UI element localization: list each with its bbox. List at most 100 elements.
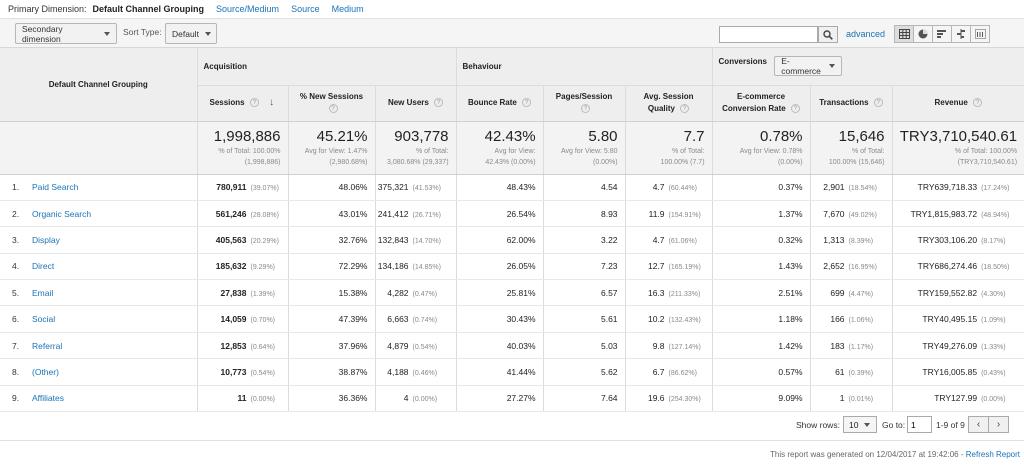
row-index: 3.: [12, 234, 20, 245]
revenue-cell: TRY686,274.46 (18.50%): [892, 253, 1024, 281]
sessions-cell: 561,246 (28.08%): [197, 200, 289, 228]
show-rows-select[interactable]: 10: [843, 416, 877, 433]
session-quality-percent: (60.44%): [668, 185, 697, 193]
divider: [0, 440, 1024, 441]
channel-link[interactable]: Social: [32, 314, 56, 325]
dimension-column-header[interactable]: Default Channel Grouping: [0, 48, 198, 122]
channel-link[interactable]: Email: [32, 287, 54, 298]
dimension-link-medium[interactable]: Medium: [331, 4, 364, 14]
help-icon[interactable]: ?: [873, 98, 883, 108]
term-cloud-view-button[interactable]: [970, 25, 990, 43]
revenue-value: TRY303,106.20: [917, 234, 978, 245]
channel-link[interactable]: Direct: [32, 261, 55, 272]
column-header-transactions[interactable]: Transactions ?: [810, 85, 893, 122]
table-search-input[interactable]: [719, 26, 818, 43]
column-header-sessions[interactable]: Sessions ? ↓: [197, 85, 289, 122]
new-users-value: 4,188: [387, 366, 409, 377]
column-header-avg-session-quality[interactable]: Avg. Session Quality ?: [625, 85, 713, 122]
conversion-rate-cell: 1.18%: [712, 305, 811, 333]
column-header-new-sessions[interactable]: % New Sessions ?: [288, 85, 376, 122]
new-sessions-cell: 37.96%: [288, 332, 376, 360]
help-icon[interactable]: ?: [680, 104, 690, 114]
row-index: 8.: [12, 366, 20, 377]
bounce-rate-cell: 25.81%: [456, 279, 544, 307]
pages-session-cell: 7.64: [543, 385, 626, 413]
conversion-rate-cell: 1.42%: [712, 332, 811, 360]
help-icon[interactable]: ?: [249, 98, 259, 108]
session-quality-value: 10.2: [647, 314, 665, 325]
help-icon[interactable]: ?: [581, 104, 591, 114]
sort-type-dropdown[interactable]: Default: [165, 23, 217, 44]
channel-link[interactable]: (Other): [32, 366, 59, 377]
session-quality-value: 19.6: [647, 393, 665, 404]
table-row: 4. Direct 185,632 (9.29%) 72.29% 134,186 (14.8…: [0, 253, 1024, 281]
table-view-button[interactable]: [894, 25, 914, 43]
channel-cell: 2. Organic Search: [0, 200, 198, 228]
goto-input[interactable]: [907, 416, 932, 433]
total-session-quality: 7.7% of Total: 100.00% (7.7): [625, 121, 713, 175]
conversions-dropdown[interactable]: E-commerce: [774, 56, 843, 77]
total-new-users: 903,778% of Total: 3,080.68% (29,337): [375, 121, 457, 175]
column-label-new-users: New Users: [387, 98, 429, 107]
column-header-pages-session[interactable]: Pages/Session ?: [543, 85, 626, 122]
revenue-cell: TRY16,005.85 (0.43%): [892, 358, 1024, 386]
help-icon[interactable]: ?: [973, 98, 983, 108]
session-quality-value: 16.3: [647, 287, 665, 298]
channel-link[interactable]: Organic Search: [32, 208, 92, 219]
transactions-value: 2,652: [823, 261, 845, 272]
transactions-percent: (4.47%): [848, 290, 874, 298]
revenue-value: TRY159,552.82: [917, 287, 978, 298]
column-header-revenue[interactable]: Revenue ?: [892, 85, 1024, 122]
column-header-bounce-rate[interactable]: Bounce Rate ?: [456, 85, 544, 122]
pie-view-icon: [918, 29, 928, 39]
channel-link[interactable]: Affiliates: [32, 393, 64, 404]
performance-view-button[interactable]: [932, 25, 952, 43]
conversion-rate-cell: 0.37%: [712, 174, 811, 201]
conversion-rate-cell: 9.09%: [712, 385, 811, 413]
sessions-cell: 405,563 (20.29%): [197, 226, 289, 254]
search-button[interactable]: [818, 26, 838, 43]
session-quality-percent: (86.62%): [668, 369, 697, 377]
new-users-cell: 6,663 (0.74%): [375, 305, 457, 333]
transactions-value: 183: [830, 340, 845, 351]
transactions-cell: 183 (1.17%): [810, 332, 893, 360]
session-quality-percent: (165.19%): [668, 264, 701, 272]
revenue-value: TRY1,815,983.72: [910, 208, 978, 219]
transactions-percent: (16.95%): [848, 264, 877, 272]
pagination-buttons: ‹ ›: [968, 416, 1009, 433]
transactions-percent: (1.17%): [848, 343, 874, 351]
help-icon[interactable]: ?: [790, 104, 800, 114]
column-header-new-users[interactable]: New Users ?: [375, 85, 457, 122]
sessions-percent: (20.29%): [250, 237, 279, 245]
search-icon: [823, 29, 833, 40]
help-icon[interactable]: ?: [328, 104, 338, 114]
session-quality-percent: (254.30%): [668, 396, 701, 404]
next-page-button[interactable]: ›: [988, 416, 1009, 433]
goto-label: Go to:: [882, 420, 906, 430]
prev-page-button[interactable]: ‹: [968, 416, 989, 433]
channel-link[interactable]: Referral: [32, 340, 63, 351]
pie-view-button[interactable]: [913, 25, 933, 43]
refresh-report-link[interactable]: Refresh Report: [965, 450, 1020, 459]
new-sessions-cell: 36.36%: [288, 385, 376, 413]
help-icon[interactable]: ?: [434, 98, 444, 108]
channel-link[interactable]: Paid Search: [32, 182, 79, 193]
sessions-percent: (28.08%): [250, 211, 279, 219]
row-index: 9.: [12, 393, 20, 404]
new-users-percent: (26.71%): [412, 211, 441, 219]
conversions-label: Conversions: [718, 57, 767, 67]
advanced-filter-link[interactable]: advanced: [846, 29, 886, 39]
help-icon[interactable]: ?: [522, 98, 532, 108]
channel-cell: 5. Email: [0, 279, 198, 307]
dimension-link-source[interactable]: Source: [291, 4, 320, 14]
total-transactions: 15,646% of Total: 100.00% (15,646): [810, 121, 893, 175]
dimension-link-source-medium[interactable]: Source/Medium: [216, 4, 280, 14]
secondary-dimension-dropdown[interactable]: Secondary dimension: [15, 23, 117, 44]
column-header-ecommerce-conversion-rate[interactable]: E-commerce Conversion Rate ?: [712, 85, 811, 122]
transactions-cell: 699 (4.47%): [810, 279, 893, 307]
comparison-view-button[interactable]: [951, 25, 971, 43]
channel-link[interactable]: Display: [32, 234, 60, 245]
bounce-rate-cell: 26.54%: [456, 200, 544, 228]
conversion-rate-cell: 0.32%: [712, 226, 811, 254]
report-table: Default Channel Grouping Acquisition Beh…: [0, 48, 1024, 413]
